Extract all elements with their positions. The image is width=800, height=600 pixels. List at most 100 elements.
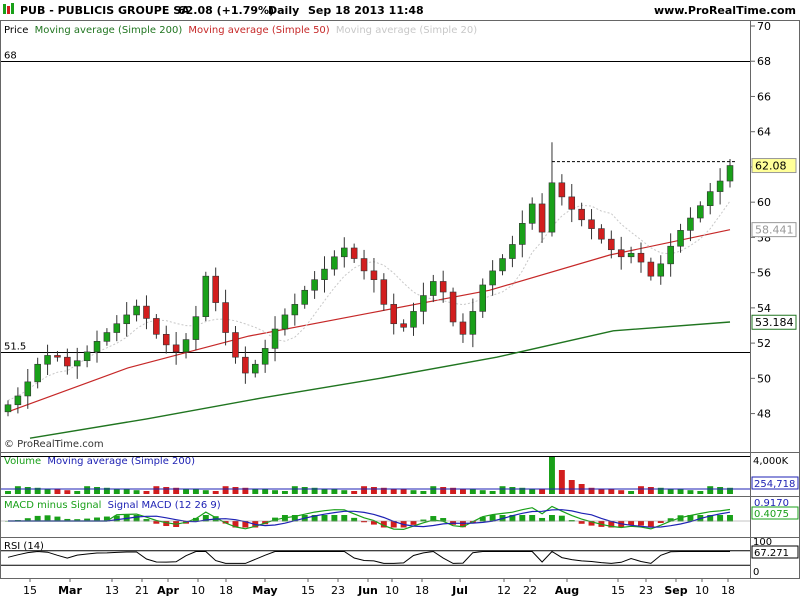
macd-histogram-bar [727, 515, 733, 522]
macd-histogram-bar [232, 521, 239, 528]
candle-body [528, 203, 536, 224]
volume-bar [489, 491, 496, 494]
volume-bar [163, 487, 170, 494]
macd-histogram-bar [558, 515, 565, 522]
rsi-tick-100: 100 [753, 537, 772, 548]
candle-body [360, 258, 368, 272]
volume-bar [361, 486, 368, 494]
volume-bar [667, 488, 674, 494]
macd-histogram-bar [133, 515, 140, 522]
candle-body [4, 404, 12, 413]
candle-body [400, 323, 407, 328]
macd-histogram-bar [717, 515, 724, 522]
candle-body [687, 217, 694, 231]
candle-body [123, 314, 130, 325]
time-tick-label: 15 [23, 584, 37, 597]
sma200-line [29, 321, 731, 439]
time-tick-label: Sep [664, 584, 687, 597]
candle-body [350, 247, 358, 259]
reference-line-label: 68 [4, 51, 17, 62]
volume-bar [232, 487, 239, 494]
time-tick-label: 15 [301, 584, 315, 597]
macd-histogram-bar [509, 515, 516, 522]
candle-body [44, 355, 51, 365]
candle-body [726, 165, 734, 182]
macd-histogram-bar [44, 515, 51, 522]
candle-body [271, 328, 279, 349]
time-tick-label: 21 [135, 584, 149, 597]
candle-body [667, 245, 674, 265]
volume-bar [252, 488, 259, 494]
macd-legend-title: MACD minus Signal [4, 500, 101, 511]
candle-body [627, 252, 635, 258]
rsi-pane [1, 550, 750, 566]
candle-body [410, 311, 417, 328]
volume-legend-ma: Moving average (Simple 200) [47, 456, 195, 467]
rsi-line [7, 550, 730, 564]
volume-tick-label: 4,000K [753, 456, 789, 467]
rsi-tick-0: 0 [753, 567, 759, 578]
volume-ma-badge-bg [751, 476, 799, 490]
candle-body [251, 363, 259, 374]
candle-body [469, 311, 477, 335]
macd-histogram-bar [390, 521, 397, 528]
volume-bar [370, 487, 377, 494]
volume-bar [529, 488, 536, 494]
macd-histogram-bar [24, 518, 31, 522]
price-grid: 68 51.5 [1, 51, 750, 353]
volume-bar [133, 490, 140, 494]
candle-body [93, 341, 101, 353]
candle-body [172, 344, 180, 353]
macd-histogram-bar [529, 515, 536, 522]
time-tick-label: 10 [191, 584, 205, 597]
sma200-badge: 53.184 [755, 316, 794, 329]
candle-body [538, 203, 546, 233]
sma200-badge-bg [751, 314, 797, 330]
candle-body [311, 279, 318, 291]
volume-bar [54, 489, 61, 494]
macd-histogram-bar [370, 521, 377, 525]
time-tick-label: May [252, 584, 277, 597]
candle-body [420, 295, 427, 312]
macd-histogram-bar [351, 517, 358, 522]
macd-histogram-bar [380, 521, 387, 528]
volume-bar [638, 486, 644, 494]
price-tick-label: 68 [757, 55, 771, 68]
stock-icon [3, 4, 6, 14]
volume-bar [430, 486, 437, 494]
macd-histogram-bar [331, 515, 338, 522]
candle-body [459, 321, 467, 335]
macd-histogram-bar [103, 516, 110, 522]
price-tick-label: 52 [757, 337, 771, 350]
header-bar: PUB - PUBLICIS GROUPE SA 62.08 (+1.79%) … [3, 3, 796, 17]
volume-legend: Volume Moving average (Simple 200) [4, 456, 195, 467]
candle-body [558, 182, 566, 198]
time-tick-label: 18 [219, 584, 233, 597]
price-axis: 48505254565860626466687062.0858.44153.18… [750, 20, 797, 421]
candle-body [321, 268, 328, 280]
volume-bar [74, 491, 81, 494]
volume-bar [34, 487, 41, 494]
price-tick-label: 56 [757, 267, 771, 280]
volume-bar [242, 487, 249, 494]
macd-badge-bg [751, 506, 799, 520]
candle-body [83, 351, 91, 362]
macd-histogram-bar [113, 515, 120, 522]
ticker-title: PUB - PUBLICIS GROUPE SA [20, 4, 190, 17]
macd-histogram-bar [687, 515, 694, 522]
volume-bar [568, 480, 575, 494]
moving-averages [7, 200, 731, 439]
macd-histogram-bar [143, 519, 150, 522]
macd-histogram-bar [153, 521, 160, 524]
macd-histogram-bar [628, 521, 635, 526]
candle-body [281, 314, 289, 330]
volume-bar [608, 489, 615, 494]
volume-bar [14, 486, 21, 494]
time-tick-label: Apr [157, 584, 179, 597]
price-legend: Price Moving average (Simple 200) Moving… [4, 25, 477, 36]
candle-body [54, 355, 61, 358]
volume-bar [44, 488, 51, 494]
macd-histogram-bar [291, 515, 298, 522]
volume-bar [311, 487, 318, 494]
macd-histogram-bar [519, 515, 526, 522]
